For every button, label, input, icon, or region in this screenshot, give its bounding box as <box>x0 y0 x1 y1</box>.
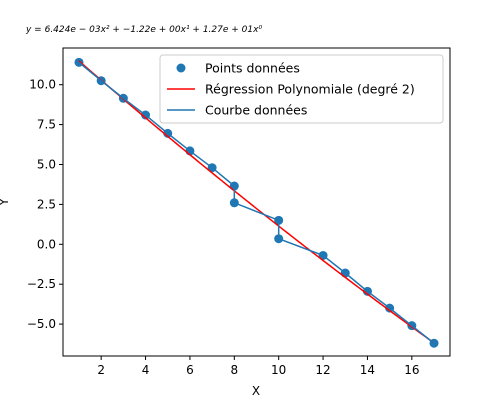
x-tick-label: 8 <box>230 363 238 377</box>
x-tick-label: 16 <box>404 363 419 377</box>
x-tick-label: 12 <box>315 363 330 377</box>
data-curve-line <box>78 61 435 344</box>
x-tick-label: 2 <box>97 363 105 377</box>
y-tick-label: −5.0 <box>27 317 56 331</box>
plot-frame <box>62 47 451 357</box>
y-axis-label: Y <box>0 198 11 207</box>
y-tick-label: 0.0 <box>37 237 56 251</box>
legend-box <box>159 54 444 124</box>
x-tick-label: 10 <box>271 363 286 377</box>
x-axis-label: X <box>252 384 260 398</box>
x-tick-label: 14 <box>360 363 375 377</box>
y-tick-label: 5.0 <box>37 157 56 171</box>
legend-marker <box>176 63 186 73</box>
regression-line <box>78 60 435 344</box>
x-tick-label: 4 <box>142 363 150 377</box>
legend-label: Régression Polynomiale (degré 2) <box>205 82 415 97</box>
legend-label: Points données <box>205 61 300 76</box>
y-tick-label: −2.5 <box>27 277 56 291</box>
y-tick-label: 7.5 <box>37 118 56 132</box>
y-tick-label: 2.5 <box>37 197 56 211</box>
x-tick-label: 6 <box>186 363 194 377</box>
chart-title: y = 6.424e − 03x² + −1.22e + 00x¹ + 1.27… <box>25 25 262 35</box>
legend: Points données Régression Polynomiale (de… <box>159 54 444 124</box>
y-tick-label: 10.0 <box>29 78 56 92</box>
legend-label: Courbe données <box>205 103 307 118</box>
